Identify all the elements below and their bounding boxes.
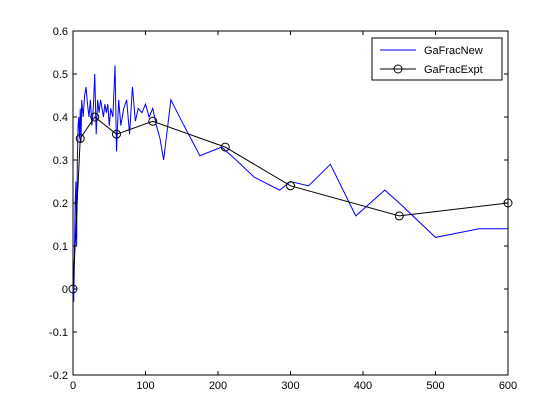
- data-point-gafracexpt: [112, 129, 121, 139]
- legend-box: [371, 37, 503, 81]
- series-line-gafracexpt: [72, 116, 509, 290]
- ticks-layer: 0 100 200 300 400 500 600 -0.2 -0.1 0 0.1 0.2 0.3 0.4…: [49, 26, 517, 392]
- data-point-gafracexpt: [148, 116, 158, 126]
- data-point-gafracexpt: [90, 112, 100, 122]
- y-tick-label: -0.1: [49, 327, 68, 339]
- x-tick-label: 100: [136, 380, 154, 392]
- y-tick-label: -0.2: [49, 370, 68, 382]
- y-tick-label: 0: [62, 284, 68, 296]
- legend-label-gafracexpt: GaFracExpt: [424, 64, 483, 76]
- x-tick-label: 0: [70, 380, 76, 392]
- y-tick-label: 0.3: [53, 155, 68, 167]
- data-point-gafracexpt: [394, 211, 404, 221]
- x-tick-label: 200: [209, 380, 227, 392]
- legend-marker-gafracexpt: [393, 64, 403, 74]
- y-tick-label: 0.5: [53, 69, 68, 81]
- x-tick-label: 300: [281, 380, 299, 392]
- y-tick-label: 0.1: [53, 241, 68, 253]
- data-point-gafracexpt: [220, 142, 230, 152]
- data-point-gafracexpt: [286, 181, 295, 191]
- y-tick-label: 0.6: [53, 26, 68, 38]
- y-tick-label: 0.2: [53, 198, 68, 210]
- y-tick-label: 0.4: [53, 112, 68, 124]
- legend: GaFracNew GaFracExpt: [371, 37, 503, 81]
- x-tick-label: 400: [354, 380, 372, 392]
- x-tick-label: 500: [426, 380, 444, 392]
- x-tick-label: 600: [499, 380, 517, 392]
- series-layer: [68, 65, 513, 302]
- data-point-gafracexpt: [75, 134, 85, 143]
- legend-label-gafracnew: GaFracNew: [424, 45, 483, 57]
- plot-area: [72, 30, 509, 376]
